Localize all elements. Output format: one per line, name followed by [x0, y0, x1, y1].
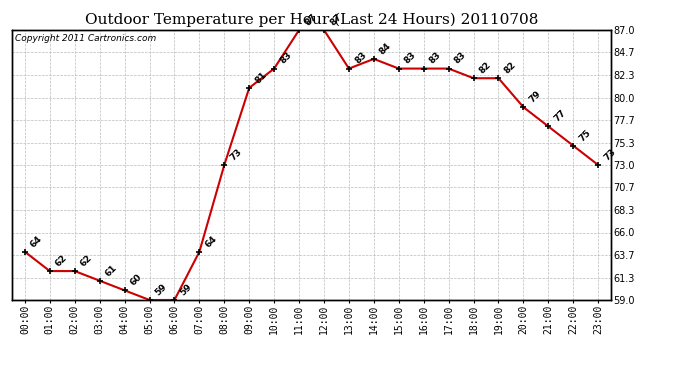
- Text: 75: 75: [578, 128, 593, 143]
- Title: Outdoor Temperature per Hour (Last 24 Hours) 20110708: Outdoor Temperature per Hour (Last 24 Ho…: [85, 13, 538, 27]
- Text: 61: 61: [104, 263, 119, 278]
- Text: 77: 77: [553, 108, 568, 124]
- Text: 64: 64: [29, 234, 44, 249]
- Text: Copyright 2011 Cartronics.com: Copyright 2011 Cartronics.com: [15, 34, 157, 43]
- Text: 83: 83: [353, 51, 368, 66]
- Text: 60: 60: [129, 273, 144, 288]
- Text: 84: 84: [378, 41, 393, 56]
- Text: 62: 62: [79, 253, 94, 268]
- Text: 83: 83: [403, 51, 418, 66]
- Text: 62: 62: [54, 253, 69, 268]
- Text: 87: 87: [328, 12, 344, 27]
- Text: 82: 82: [502, 60, 518, 75]
- Text: 73: 73: [228, 147, 244, 162]
- Text: 73: 73: [602, 147, 618, 162]
- Text: 64: 64: [204, 234, 219, 249]
- Text: 81: 81: [253, 70, 268, 85]
- Text: 79: 79: [528, 89, 543, 104]
- Text: 83: 83: [278, 51, 293, 66]
- Text: 59: 59: [179, 282, 194, 297]
- Text: 87: 87: [303, 12, 319, 27]
- Text: 82: 82: [477, 60, 493, 75]
- Text: 83: 83: [453, 51, 468, 66]
- Text: 83: 83: [428, 51, 443, 66]
- Text: 59: 59: [154, 282, 169, 297]
